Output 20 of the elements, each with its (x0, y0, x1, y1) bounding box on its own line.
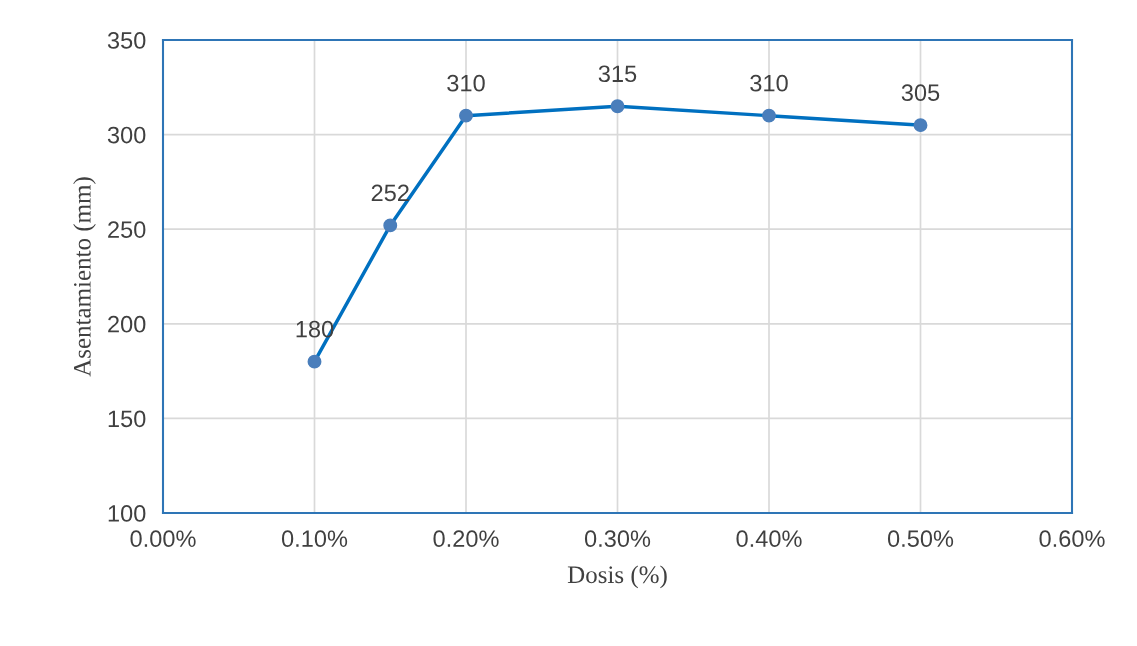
data-label: 305 (901, 84, 940, 102)
data-label: 310 (750, 74, 788, 92)
x-axis-title: Dosis (%) (567, 565, 667, 589)
y-tick-label: 150 (108, 410, 146, 428)
y-axis-title: Asentamiento (mm) (73, 177, 96, 377)
y-tick-label: 300 (107, 126, 146, 144)
data-label: 315 (598, 65, 637, 83)
x-tick-label: 0.30% (584, 530, 651, 548)
x-tick-label: 0.50% (887, 530, 954, 548)
x-tick-label: 0.20% (433, 530, 499, 548)
x-tick-label: 0.10% (281, 530, 348, 548)
y-tick-label: 200 (108, 315, 146, 333)
x-tick-label: 0.00% (130, 530, 196, 548)
data-label: 310 (447, 74, 485, 92)
x-tick-label: 0.60% (1039, 530, 1105, 548)
y-tick-label: 100 (108, 505, 146, 522)
y-tick-label: 350 (107, 32, 146, 49)
y-tick-label: 250 (108, 221, 146, 238)
x-tick-label: 0.40% (736, 530, 802, 548)
data-label: 252 (371, 184, 409, 202)
